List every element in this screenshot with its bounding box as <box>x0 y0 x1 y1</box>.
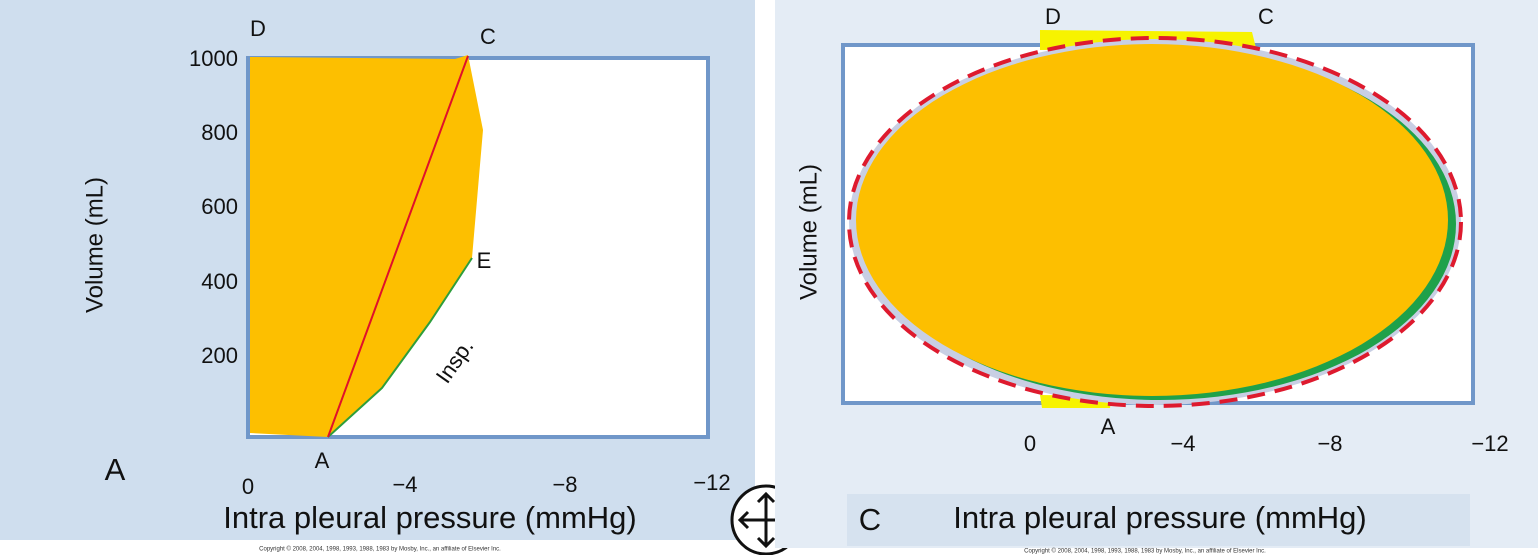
x-tick-label: −8 <box>1317 431 1342 456</box>
x-tick-label: −12 <box>693 470 730 495</box>
point-label: C <box>480 24 496 49</box>
x-tick-label: 0 <box>1024 431 1036 456</box>
x-axis-label: Intra pleural pressure (mmHg) <box>223 500 636 535</box>
copyright: Copyright © 2008, 2004, 1998, 1993, 1988… <box>259 546 501 553</box>
x-tick-label: −4 <box>392 472 417 497</box>
point-label: E <box>477 248 492 273</box>
x-axis-label: Intra pleural pressure (mmHg) <box>953 500 1366 535</box>
insp-curve <box>327 257 473 438</box>
panel-letter: C <box>859 502 881 537</box>
label-box <box>847 494 1470 546</box>
loop-path <box>847 36 1463 408</box>
point-label: C <box>1258 4 1274 29</box>
y-axis-label: Volume (mL) <box>81 177 108 313</box>
y-tick-label: 200 <box>201 343 238 368</box>
panel-letter: A <box>105 452 126 487</box>
x-tick-label: −4 <box>1170 431 1195 456</box>
point-label: D <box>1045 4 1061 29</box>
x-tick-label: −8 <box>552 472 577 497</box>
x-tick-label: 0 <box>242 474 254 499</box>
compliance-line <box>327 55 469 438</box>
point-label: A <box>315 448 330 473</box>
copyright: Copyright © 2008, 2004, 1998, 1993, 1988… <box>1024 548 1266 555</box>
y-axis-label: Volume (mL) <box>795 164 822 300</box>
loop-area <box>250 55 483 437</box>
point-label: D <box>250 16 266 41</box>
x-tick-label: −12 <box>1471 431 1508 456</box>
y-tick-label: 400 <box>201 269 238 294</box>
y-tick-label: 1000 <box>189 46 238 71</box>
point-label: A <box>1101 414 1116 439</box>
y-tick-label: 600 <box>201 194 238 219</box>
y-tick-label: 800 <box>201 120 238 145</box>
loop-area <box>856 44 1448 396</box>
